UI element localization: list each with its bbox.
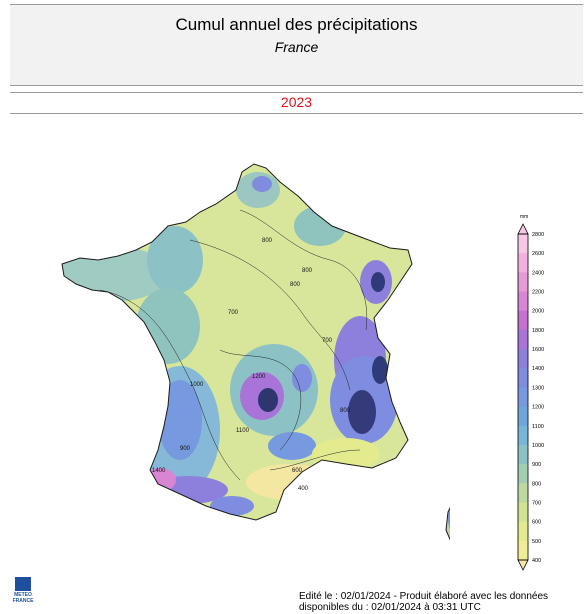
year-bar: 2023 <box>10 92 583 114</box>
page-subtitle: France <box>274 39 319 55</box>
legend-swatch <box>518 444 528 465</box>
legend-tick-label: 2600 <box>532 251 544 257</box>
header-panel: Cumul annuel des précipitations France <box>10 4 583 86</box>
footer-line-1: Edité le : 02/01/2024 - Produit élaboré … <box>299 591 549 602</box>
footer-note: Edité le : 02/01/2024 - Produit élaboré … <box>299 591 548 613</box>
legend-tick-label: 2400 <box>532 270 544 276</box>
legend-tick-label: 2200 <box>532 290 544 296</box>
legend-max-arrow <box>517 223 529 235</box>
legend-tick-label: 700 <box>532 500 541 506</box>
legend-tick-label: 1100 <box>532 424 544 430</box>
page-title: Cumul annuel des précipitations <box>175 15 418 34</box>
legend-swatch <box>518 483 528 503</box>
legend-tick-label: 1000 <box>532 443 544 449</box>
legend-swatch <box>518 310 528 331</box>
legend-tick-label: 1800 <box>532 328 544 334</box>
contour-labels: 800 800 700 700 1200 1000 1100 800 600 9… <box>152 238 351 492</box>
contour-label: 700 <box>322 338 333 344</box>
legend-tick-label: 1400 <box>532 366 544 372</box>
logo-mark <box>15 577 31 591</box>
legend-swatch <box>518 234 528 254</box>
legend-tick-label: 1200 <box>532 405 544 411</box>
contour-label: 800 <box>340 408 351 414</box>
legend-tick-label: 1300 <box>532 385 544 391</box>
legend-swatch <box>518 368 528 388</box>
precipitation-legend: mm 2800 2600 2400 2200 2000 1800 1600 1400 1300 1… <box>512 212 572 572</box>
legend-swatch <box>518 406 528 427</box>
legend-tick-label: 1600 <box>532 347 544 353</box>
contour-label: 700 <box>228 310 239 316</box>
contour-label: 800 <box>262 238 273 244</box>
legend-tick-label: 2000 <box>532 309 544 315</box>
legend-frame <box>517 233 529 561</box>
legend-tick-label: 2800 <box>532 232 544 238</box>
legend-unit: mm <box>520 214 529 220</box>
contour-label: 400 <box>298 486 309 492</box>
legend-swatch <box>518 291 528 312</box>
legend-swatch <box>518 425 528 446</box>
legend-tick-label: 500 <box>532 539 541 545</box>
footer-line-2: disponibles du : 02/01/2024 à 03:31 UTC <box>299 602 481 613</box>
meteo-france-logo: METEO FRANCE <box>8 577 38 609</box>
contour-label: 900 <box>180 446 191 452</box>
contour-label: 1200 <box>252 374 266 380</box>
legend-min-arrow <box>517 559 529 571</box>
legend-swatch <box>518 521 528 542</box>
contour-label: 800 <box>290 282 301 288</box>
legend-tick-label: 800 <box>532 481 541 487</box>
legend-swatch <box>518 502 528 523</box>
legend-tick-label: 600 <box>532 520 541 526</box>
legend-swatch <box>518 464 528 484</box>
legend-swatch <box>518 349 528 369</box>
contour-label: 1400 <box>152 468 166 474</box>
precipitation-map: 800 800 700 700 1200 1000 1100 800 600 9… <box>61 163 450 550</box>
contour-label: 1100 <box>236 428 250 434</box>
legend-tick-label: 400 <box>532 558 541 564</box>
corsica <box>445 482 450 550</box>
mainland-france <box>61 163 413 521</box>
year-label: 2023 <box>280 94 313 110</box>
contour-label: 800 <box>302 268 313 274</box>
contour-label: 1000 <box>190 382 204 388</box>
legend-swatch <box>518 329 528 350</box>
contour-label: 600 <box>292 468 303 474</box>
legend-swatch <box>518 272 528 293</box>
legend-swatch <box>518 253 528 273</box>
legend-swatch <box>518 540 528 561</box>
legend-tick-label: 900 <box>532 462 541 468</box>
legend-swatch <box>518 387 528 408</box>
legend-colorbar: 2800 2600 2400 2200 2000 1800 1600 1400 1300 1200… <box>517 223 544 571</box>
logo-text: METEO FRANCE <box>12 592 34 604</box>
